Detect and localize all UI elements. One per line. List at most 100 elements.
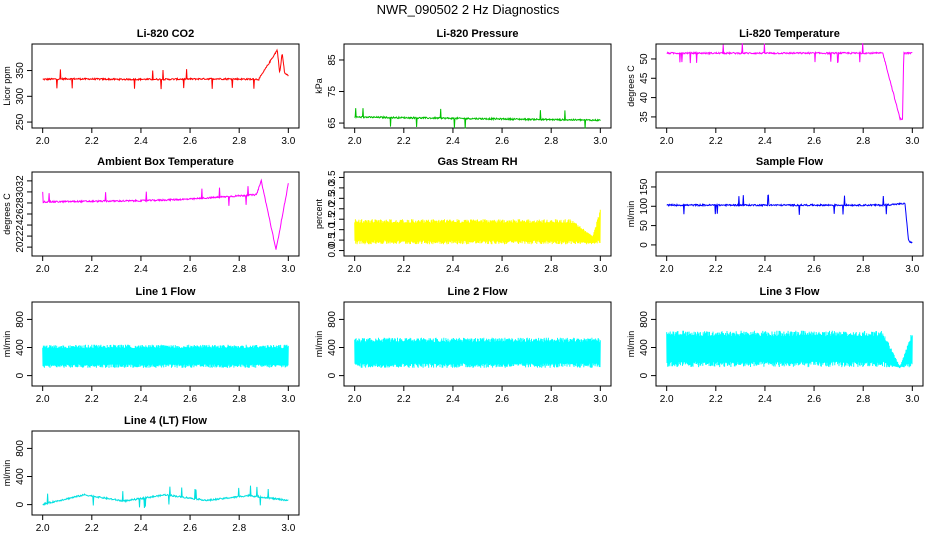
x-tick-label: 2.6 <box>495 394 509 405</box>
x-tick-label: 2.4 <box>134 264 148 275</box>
panel-title: Line 3 Flow <box>760 286 820 298</box>
y-tick-label: 300 <box>15 88 26 105</box>
plot-frame <box>31 43 300 129</box>
y-tick-label: 400 <box>327 339 338 356</box>
x-tick-label: 2.4 <box>134 136 148 147</box>
y-tick-label: 32 <box>15 175 26 187</box>
y-tick-label: 3.5 <box>327 170 338 184</box>
x-tick-label: 2.8 <box>232 523 246 534</box>
series-line <box>354 337 601 368</box>
panel-title: Ambient Box Temperature <box>97 156 234 168</box>
y-axis-label: degrees C <box>626 65 636 107</box>
x-tick-label: 2.0 <box>348 394 362 405</box>
y-tick-label: 20 <box>15 241 26 253</box>
x-tick-label: 2.2 <box>85 264 99 275</box>
x-tick-label: 2.8 <box>856 136 870 147</box>
y-tick-label: 0 <box>639 242 650 248</box>
x-tick-label: 2.2 <box>397 136 411 147</box>
x-tick-label: 2.4 <box>134 394 148 405</box>
series-line <box>42 485 289 509</box>
y-axis-label: Licor ppm <box>2 66 12 106</box>
plot-frame <box>343 43 612 129</box>
y-tick-label: 0 <box>639 372 650 378</box>
y-axis-label: degrees C <box>2 193 12 235</box>
x-tick-label: 2.8 <box>232 136 246 147</box>
series-line <box>354 108 601 129</box>
x-tick-label: 2.4 <box>758 394 772 405</box>
y-tick-label: 400 <box>15 339 26 356</box>
x-tick-label: 3.0 <box>593 264 607 275</box>
x-tick-label: 3.0 <box>905 264 919 275</box>
x-tick-label: 2.6 <box>183 523 197 534</box>
x-tick-label: 2.2 <box>85 136 99 147</box>
y-tick-label: 40 <box>639 92 650 104</box>
y-tick-label: 28 <box>15 197 26 209</box>
plot-frame <box>343 301 612 387</box>
figure-title: NWR_090502 2 Hz Diagnostics <box>376 2 560 17</box>
x-tick-label: 2.6 <box>183 264 197 275</box>
y-tick-label: 800 <box>639 311 650 328</box>
x-tick-label: 2.8 <box>544 264 558 275</box>
x-tick-label: 3.0 <box>905 394 919 405</box>
x-tick-label: 2.4 <box>134 523 148 534</box>
y-tick-label: 50 <box>639 220 650 232</box>
y-tick-label: 100 <box>639 197 650 214</box>
panel-4: Ambient Box Temperature 2.0 2.2 2.4 2.6 2.8 3.… <box>2 156 300 275</box>
x-tick-label: 2.4 <box>446 264 460 275</box>
y-tick-label: 800 <box>15 440 26 457</box>
y-tick-label: 2.5 <box>327 191 338 205</box>
y-tick-label: 30 <box>15 186 26 198</box>
series-line <box>666 43 913 121</box>
y-tick-label: 3.0 <box>327 181 338 195</box>
panel-title: Li-820 Pressure <box>437 28 519 40</box>
x-tick-label: 2.2 <box>709 264 723 275</box>
x-tick-label: 2.8 <box>856 264 870 275</box>
x-tick-label: 2.0 <box>348 264 362 275</box>
y-tick-label: 65 <box>327 117 338 129</box>
x-tick-label: 2.0 <box>36 264 50 275</box>
x-tick-label: 3.0 <box>281 264 295 275</box>
x-tick-label: 2.0 <box>36 394 50 405</box>
y-tick-label: 0.5 <box>327 233 338 247</box>
y-tick-label: 1.5 <box>327 212 338 226</box>
y-tick-label: 45 <box>639 72 650 84</box>
series-line <box>42 48 289 90</box>
plot-frame <box>31 301 300 387</box>
panel-9: Line 3 Flow 2.0 2.2 2.4 2.6 2.8 3.0 0 400 800ml/m… <box>626 286 924 405</box>
panel-2: Li-820 Pressure 2.0 2.2 2.4 2.6 2.8 3.0 65 75 85k… <box>314 28 612 147</box>
plot-frame <box>31 430 300 516</box>
x-tick-label: 2.6 <box>183 136 197 147</box>
y-tick-label: 26 <box>15 208 26 220</box>
x-tick-label: 2.2 <box>85 523 99 534</box>
panel-title: Li-820 CO2 <box>137 28 194 40</box>
x-tick-label: 2.8 <box>544 394 558 405</box>
x-tick-label: 2.6 <box>807 394 821 405</box>
panel-title: Line 2 Flow <box>448 286 508 298</box>
y-axis-label: ml/min <box>2 460 12 487</box>
series-line <box>42 178 289 250</box>
panel-6: Sample Flow 2.0 2.2 2.4 2.6 2.8 3.0 0 50 100 150ml… <box>626 156 924 275</box>
y-axis-label: ml/min <box>626 331 636 358</box>
x-tick-label: 2.6 <box>807 264 821 275</box>
panel-title: Line 1 Flow <box>136 286 196 298</box>
x-tick-label: 2.6 <box>183 394 197 405</box>
y-tick-label: 85 <box>327 54 338 66</box>
panel-title: Gas Stream RH <box>437 156 517 168</box>
x-tick-label: 3.0 <box>905 136 919 147</box>
x-tick-label: 2.6 <box>807 136 821 147</box>
x-tick-label: 2.6 <box>495 264 509 275</box>
y-tick-label: 35 <box>639 111 650 123</box>
x-tick-label: 3.0 <box>281 136 295 147</box>
y-tick-label: 50 <box>639 53 650 65</box>
y-tick-label: 350 <box>15 62 26 79</box>
x-tick-label: 2.4 <box>446 394 460 405</box>
y-tick-label: 1.0 <box>327 222 338 236</box>
y-tick-label: 0 <box>15 501 26 507</box>
y-tick-label: 22 <box>15 230 26 242</box>
y-tick-label: 75 <box>327 86 338 98</box>
x-tick-label: 2.4 <box>758 136 772 147</box>
x-tick-label: 2.2 <box>709 136 723 147</box>
y-tick-label: 0 <box>15 372 26 378</box>
y-axis-label: percent <box>314 198 324 229</box>
